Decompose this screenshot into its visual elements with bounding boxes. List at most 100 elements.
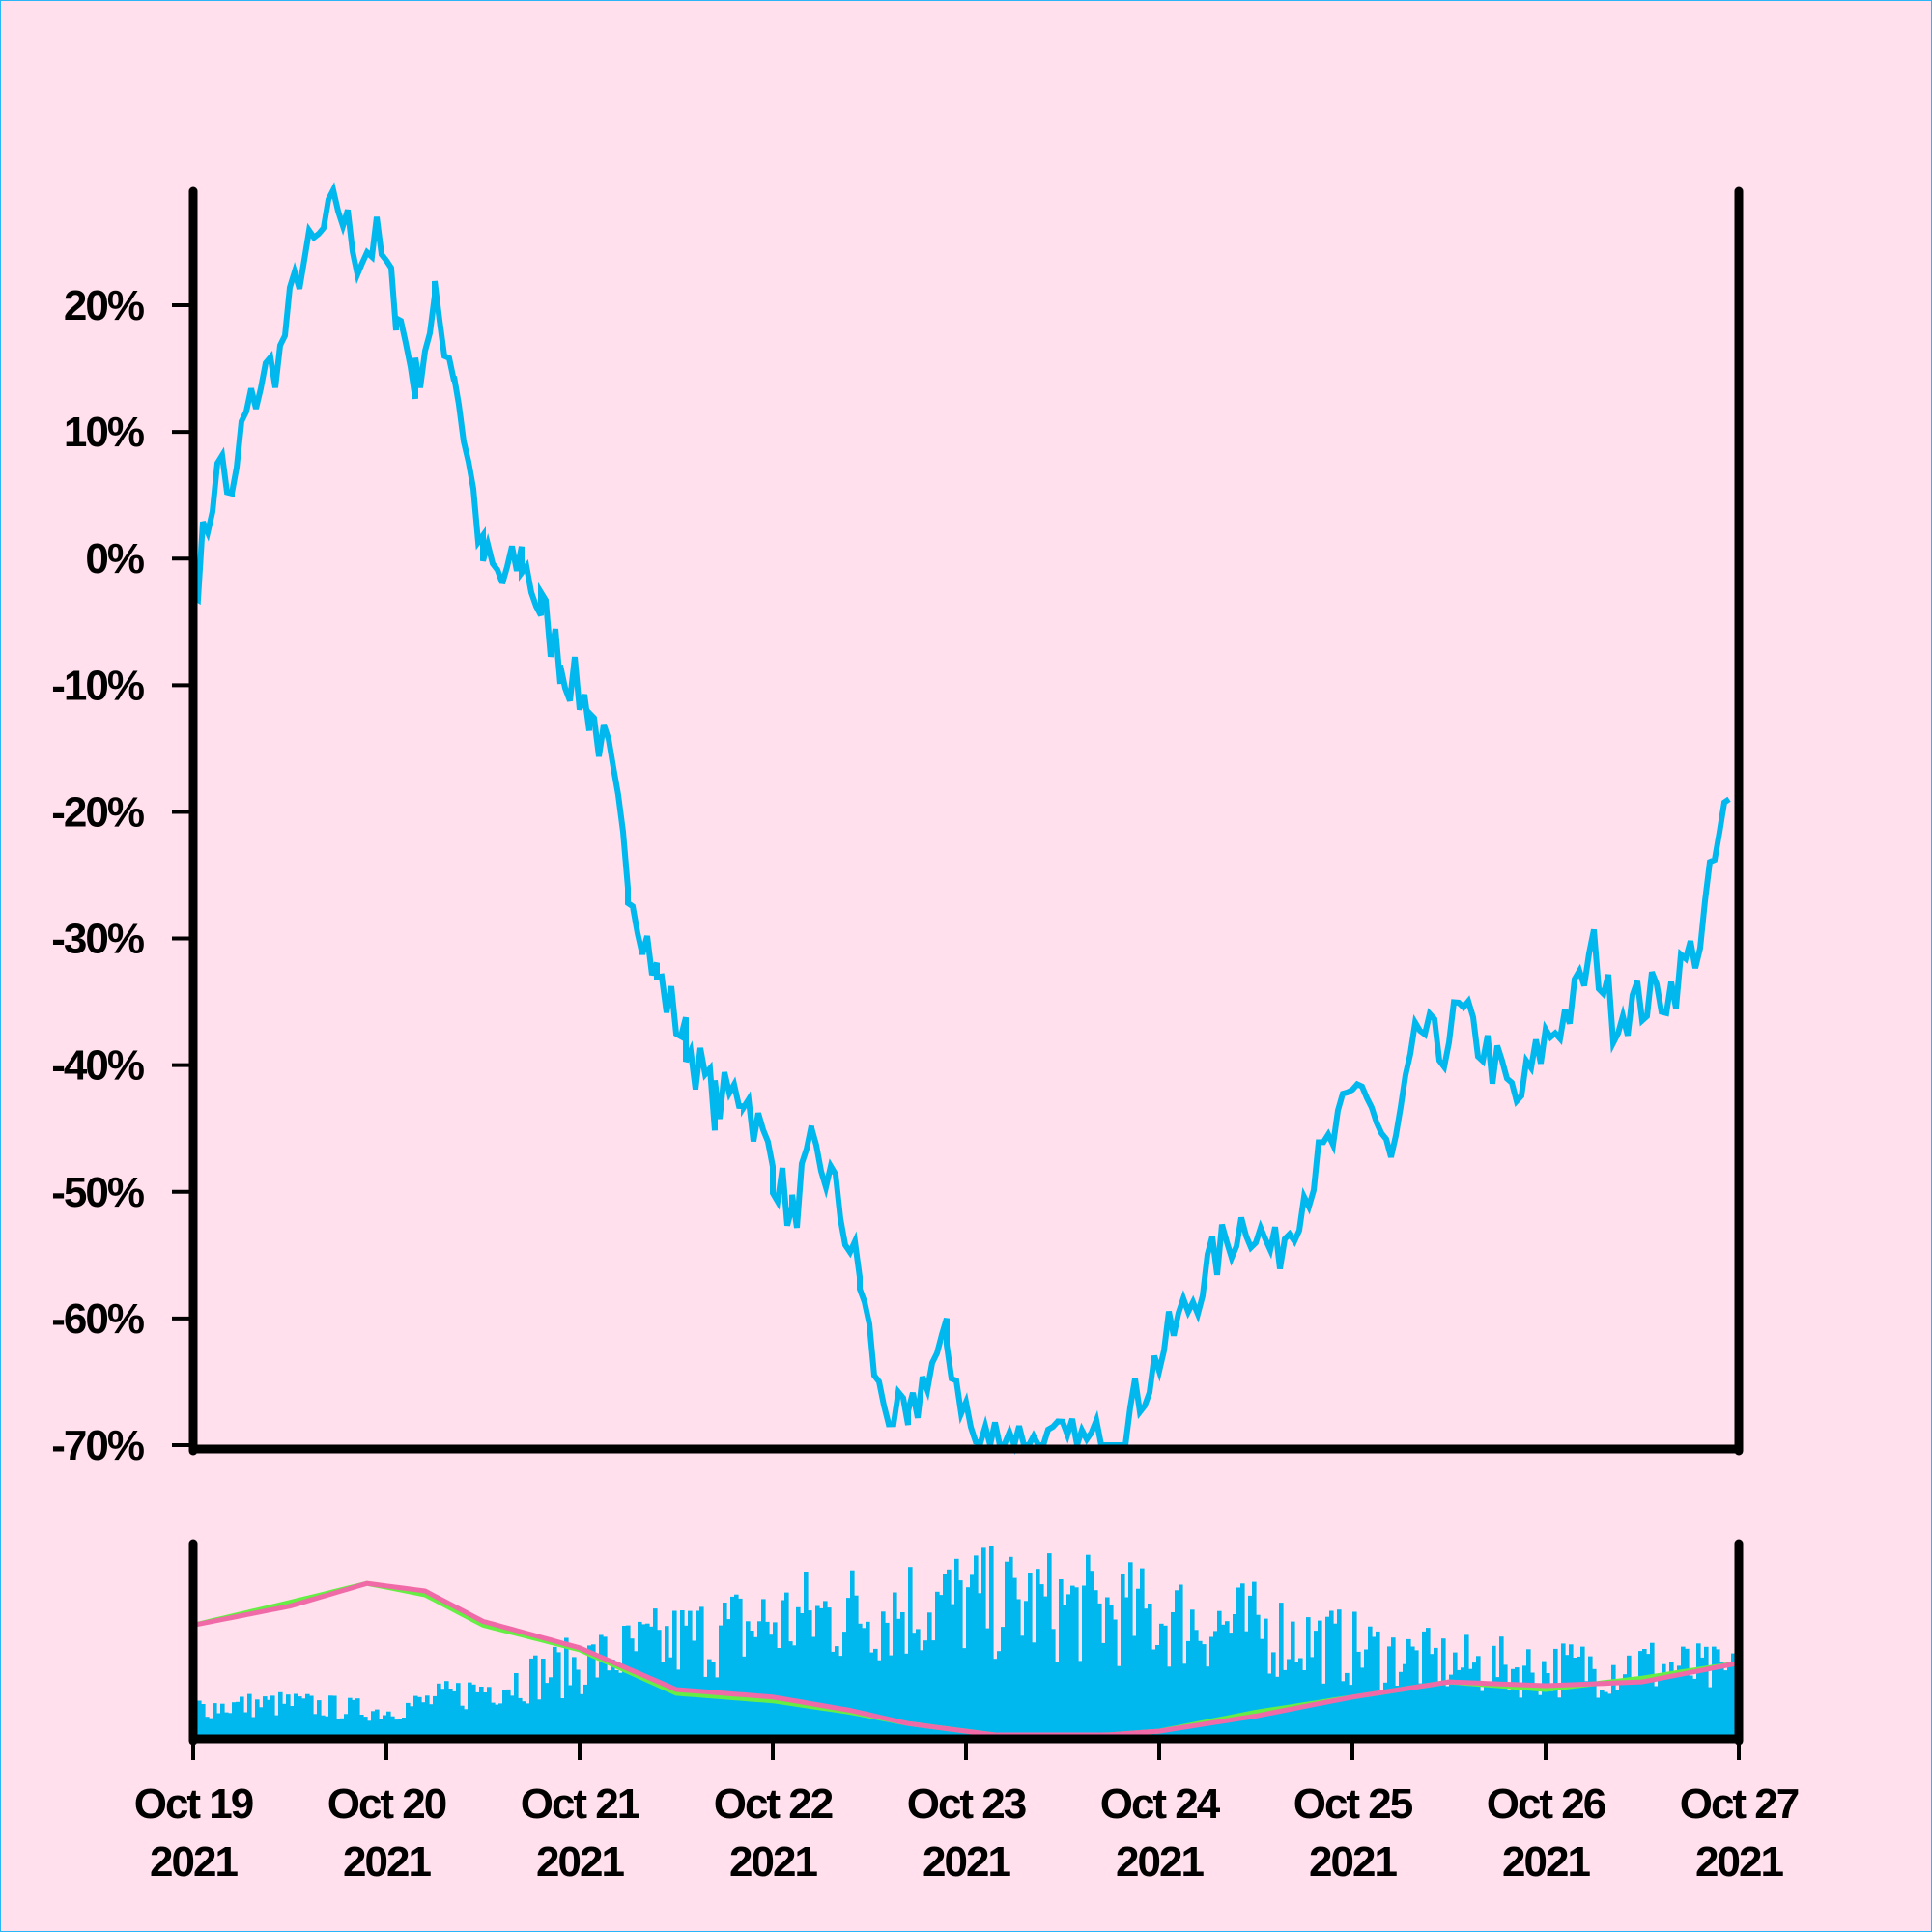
volume-bar xyxy=(962,1648,967,1735)
volume-bar xyxy=(881,1611,886,1735)
x-tick-label-date: Oct 26 xyxy=(1487,1780,1605,1828)
volume-bar xyxy=(1059,1579,1064,1735)
volume-bar xyxy=(1283,1669,1288,1735)
volume-bar xyxy=(1240,1583,1245,1735)
volume-bar xyxy=(1009,1556,1013,1735)
volume-bar xyxy=(247,1693,252,1735)
volume-bar xyxy=(568,1685,573,1735)
volume-bar xyxy=(1426,1628,1431,1735)
volume-bar xyxy=(1654,1686,1659,1735)
volume-bar xyxy=(1704,1646,1709,1735)
volume-bar xyxy=(282,1703,287,1735)
volume-bar xyxy=(259,1707,264,1735)
volume-bar xyxy=(506,1689,511,1735)
volume-bar xyxy=(429,1704,434,1735)
volume-bar xyxy=(1646,1654,1651,1735)
volume-bar xyxy=(363,1717,368,1735)
volume-bar xyxy=(1607,1693,1612,1735)
y-tick-label: -70% xyxy=(51,1422,144,1469)
volume-bar xyxy=(1036,1569,1040,1735)
volume-bar xyxy=(730,1596,735,1735)
price-line xyxy=(191,182,1731,1456)
volume-bar xyxy=(1001,1627,1006,1735)
volume-bar xyxy=(317,1700,322,1735)
volume-bar xyxy=(375,1709,380,1735)
volume-bar xyxy=(537,1699,542,1735)
volume-bar xyxy=(951,1604,955,1735)
volume-bar xyxy=(819,1607,824,1735)
volume-bar xyxy=(1650,1642,1655,1735)
volume-bar xyxy=(688,1610,693,1735)
volume-bar xyxy=(1086,1554,1091,1735)
volume-bar xyxy=(1190,1609,1195,1735)
volume-bar xyxy=(626,1625,631,1735)
x-tick-label-date: Oct 20 xyxy=(327,1780,446,1828)
volume-bar xyxy=(1225,1621,1230,1735)
volume-bar xyxy=(541,1659,546,1735)
volume-bar xyxy=(811,1636,816,1735)
volume-bar xyxy=(1244,1631,1249,1735)
volume-bar xyxy=(1132,1635,1137,1735)
volume-bar xyxy=(321,1715,326,1735)
volume-bar xyxy=(1090,1571,1094,1735)
volume-bar xyxy=(1047,1553,1052,1735)
x-tick-label-date: Oct 21 xyxy=(521,1780,640,1828)
volume-bar xyxy=(831,1651,836,1735)
volume-bar xyxy=(676,1669,681,1735)
volume-bar xyxy=(1604,1691,1608,1735)
volume-bar xyxy=(1584,1681,1589,1735)
volume-bar xyxy=(1692,1678,1697,1735)
volume-lines xyxy=(192,1580,1740,1738)
volume-bar xyxy=(618,1672,623,1735)
volume-bar xyxy=(912,1633,917,1735)
volume-bar xyxy=(1051,1629,1056,1735)
volume-bar xyxy=(1376,1631,1380,1735)
volume-bar xyxy=(298,1696,302,1735)
volume-bar xyxy=(738,1598,743,1735)
volume-bar xyxy=(1712,1646,1717,1735)
volume-bar xyxy=(835,1646,839,1735)
y-ticks: 20% 10% 0% -10% -20% -30% -40% -50% -60% -70% xyxy=(51,282,189,1469)
volume-bar xyxy=(838,1656,843,1735)
volume-bar xyxy=(1546,1673,1550,1735)
volume-bar xyxy=(580,1693,584,1735)
volume-bar xyxy=(1124,1597,1129,1735)
volume-bar xyxy=(1310,1657,1315,1735)
volume-bar xyxy=(634,1651,639,1735)
volume-bar xyxy=(1144,1608,1149,1735)
volume-bar xyxy=(1677,1665,1682,1735)
volume-bar xyxy=(703,1676,708,1735)
volume-bar xyxy=(1379,1690,1384,1735)
volume-bar xyxy=(220,1703,225,1735)
volume-bar xyxy=(460,1705,465,1735)
volume-bar xyxy=(815,1605,820,1735)
volume-bar xyxy=(927,1612,932,1735)
volume-bar xyxy=(294,1693,298,1735)
volume-bar xyxy=(1681,1646,1686,1735)
volume-bar xyxy=(1719,1662,1724,1735)
volume-bar xyxy=(1298,1658,1303,1735)
x-tick-label-year: 2021 xyxy=(1116,1838,1204,1886)
volume-bar xyxy=(1592,1668,1597,1735)
volume-bar xyxy=(1623,1674,1628,1735)
volume-bar xyxy=(1109,1605,1114,1735)
volume-bar xyxy=(1101,1642,1106,1735)
volume-bar xyxy=(862,1628,867,1735)
volume-bar xyxy=(379,1719,384,1735)
volume-bar xyxy=(1063,1605,1067,1735)
volume-bar xyxy=(653,1608,658,1735)
volume-bar xyxy=(896,1618,901,1735)
volume-bar xyxy=(1329,1610,1334,1735)
volume-bar xyxy=(1716,1649,1720,1735)
volume-bar xyxy=(529,1658,534,1735)
volume-bar xyxy=(1600,1690,1605,1735)
volume-bar xyxy=(1596,1697,1601,1735)
volume-bar xyxy=(1155,1645,1160,1735)
volume-bar xyxy=(386,1711,391,1735)
volume-bar xyxy=(885,1622,890,1735)
volume-bar xyxy=(1638,1651,1643,1735)
volume-bar xyxy=(611,1660,615,1735)
volume-bar xyxy=(1383,1682,1388,1735)
volume-bar xyxy=(827,1607,832,1735)
